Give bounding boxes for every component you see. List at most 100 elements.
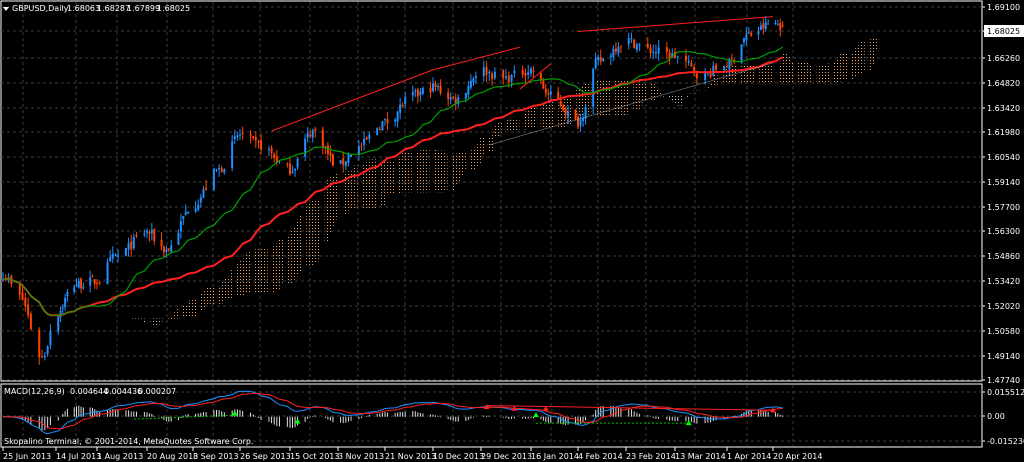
ohlc-high: 1.68287: [97, 4, 130, 13]
collapse-triangle-icon[interactable]: [3, 7, 9, 11]
candle-body: [146, 230, 148, 233]
cloud-slice: [576, 89, 581, 117]
cloud-slice: [451, 154, 456, 191]
candle-body: [750, 32, 753, 36]
candle-body: [27, 304, 30, 316]
ohlc-open: 1.68063: [67, 4, 100, 13]
cloud-slice: [246, 251, 251, 294]
candle-body: [215, 169, 218, 171]
candle-body: [324, 146, 327, 148]
candle-body: [202, 189, 205, 198]
cloud-slice: [740, 63, 745, 83]
candle-body: [344, 161, 347, 167]
candle-body: [347, 154, 350, 163]
price-pane[interactable]: 1.691001.677001.662601.648201.634201.619…: [0, 0, 1024, 385]
candle-body: [614, 48, 617, 52]
cloud-slice: [601, 79, 606, 117]
cloud-slice: [273, 243, 278, 290]
cloud-slice: [316, 199, 321, 261]
cloud-slice: [638, 83, 643, 106]
cloud-slice: [695, 90, 700, 92]
candle-body: [184, 211, 187, 216]
cloud-slice: [781, 52, 786, 83]
copyright-footer: Skopalino Terminal, © 2001-2014, MetaQuo…: [4, 437, 253, 446]
cloud-slice: [487, 136, 492, 152]
x-tick-label: 1 Aug 2013: [97, 452, 143, 461]
cloud-slice: [543, 102, 548, 128]
candle-body: [289, 163, 291, 175]
macd-pane[interactable]: 0.015512 0.00 -0.015230 MACD(12,26,9) 0.00…: [0, 383, 1024, 448]
candle-body: [124, 248, 127, 256]
cloud-slice: [134, 318, 139, 320]
cloud-slice: [239, 260, 244, 297]
cloud-slice: [603, 79, 609, 117]
cloud-slice: [415, 151, 420, 193]
candle-body: [111, 253, 114, 259]
candle-body: [507, 75, 510, 83]
cloud-slice: [677, 96, 683, 106]
candle-body: [61, 307, 64, 309]
y-tick-label: 1.59140: [987, 178, 1020, 187]
cloud-slice: [192, 299, 197, 318]
candle-body: [309, 134, 312, 137]
cloud-slice: [751, 64, 756, 83]
cloud-slice: [342, 171, 348, 215]
macd-arrow-icon: [483, 404, 490, 410]
candle-body: [493, 71, 496, 79]
cloud-slice: [159, 318, 164, 322]
candle-body: [464, 93, 467, 99]
candle-body: [767, 23, 770, 25]
candle-body: [454, 98, 457, 104]
cloud-slice: [173, 312, 178, 319]
cloud-slice: [332, 176, 337, 223]
candle-body: [143, 233, 146, 235]
candle-body: [150, 229, 153, 234]
candle-body: [521, 69, 524, 75]
cloud-slice: [870, 39, 875, 65]
cloud-slice: [850, 53, 855, 80]
candle-body: [657, 47, 660, 54]
candle-body: [695, 73, 698, 79]
cloud-slice: [824, 65, 829, 83]
candle-body: [89, 277, 92, 286]
candle-body: [239, 134, 241, 136]
cloud-slice: [131, 318, 136, 320]
cloud-slice: [166, 318, 171, 321]
x-tick-label: 26 Sep 2013: [240, 452, 291, 461]
candle-body: [472, 78, 475, 83]
cloud-slice: [578, 89, 584, 117]
candle-body: [254, 136, 257, 141]
candle-body: [360, 145, 363, 147]
candle-body: [368, 134, 371, 139]
cloud-slice: [860, 40, 865, 72]
candle-body: [291, 171, 294, 173]
candle-body: [329, 152, 332, 156]
cloud-slice: [713, 71, 718, 87]
y-tick-label: 1.56300: [987, 227, 1020, 236]
candle-body: [488, 71, 491, 74]
candle-body: [781, 25, 784, 27]
cloud-slice: [507, 118, 512, 132]
cloud-slice: [530, 106, 535, 128]
cloud-slice: [802, 62, 808, 83]
candle-body: [764, 21, 767, 30]
cloud-slice: [732, 64, 737, 83]
cloud-slice: [140, 318, 145, 322]
cloud-slice: [366, 160, 371, 208]
cloud-slice: [350, 169, 355, 210]
cloud-slice: [584, 83, 589, 117]
candle-body: [564, 108, 567, 115]
cloud-slice: [778, 63, 783, 83]
candle-body: [665, 47, 668, 53]
cloud-slice: [826, 63, 831, 83]
candle-body: [135, 235, 138, 237]
x-tick-label: 10 Dec 2013: [433, 452, 484, 461]
cloud-slice: [422, 148, 427, 193]
candle-body: [579, 119, 582, 126]
candle-body: [452, 96, 455, 98]
cloud-slice: [369, 159, 374, 208]
cloud-slice: [157, 318, 162, 324]
cloud-slice: [187, 301, 192, 318]
